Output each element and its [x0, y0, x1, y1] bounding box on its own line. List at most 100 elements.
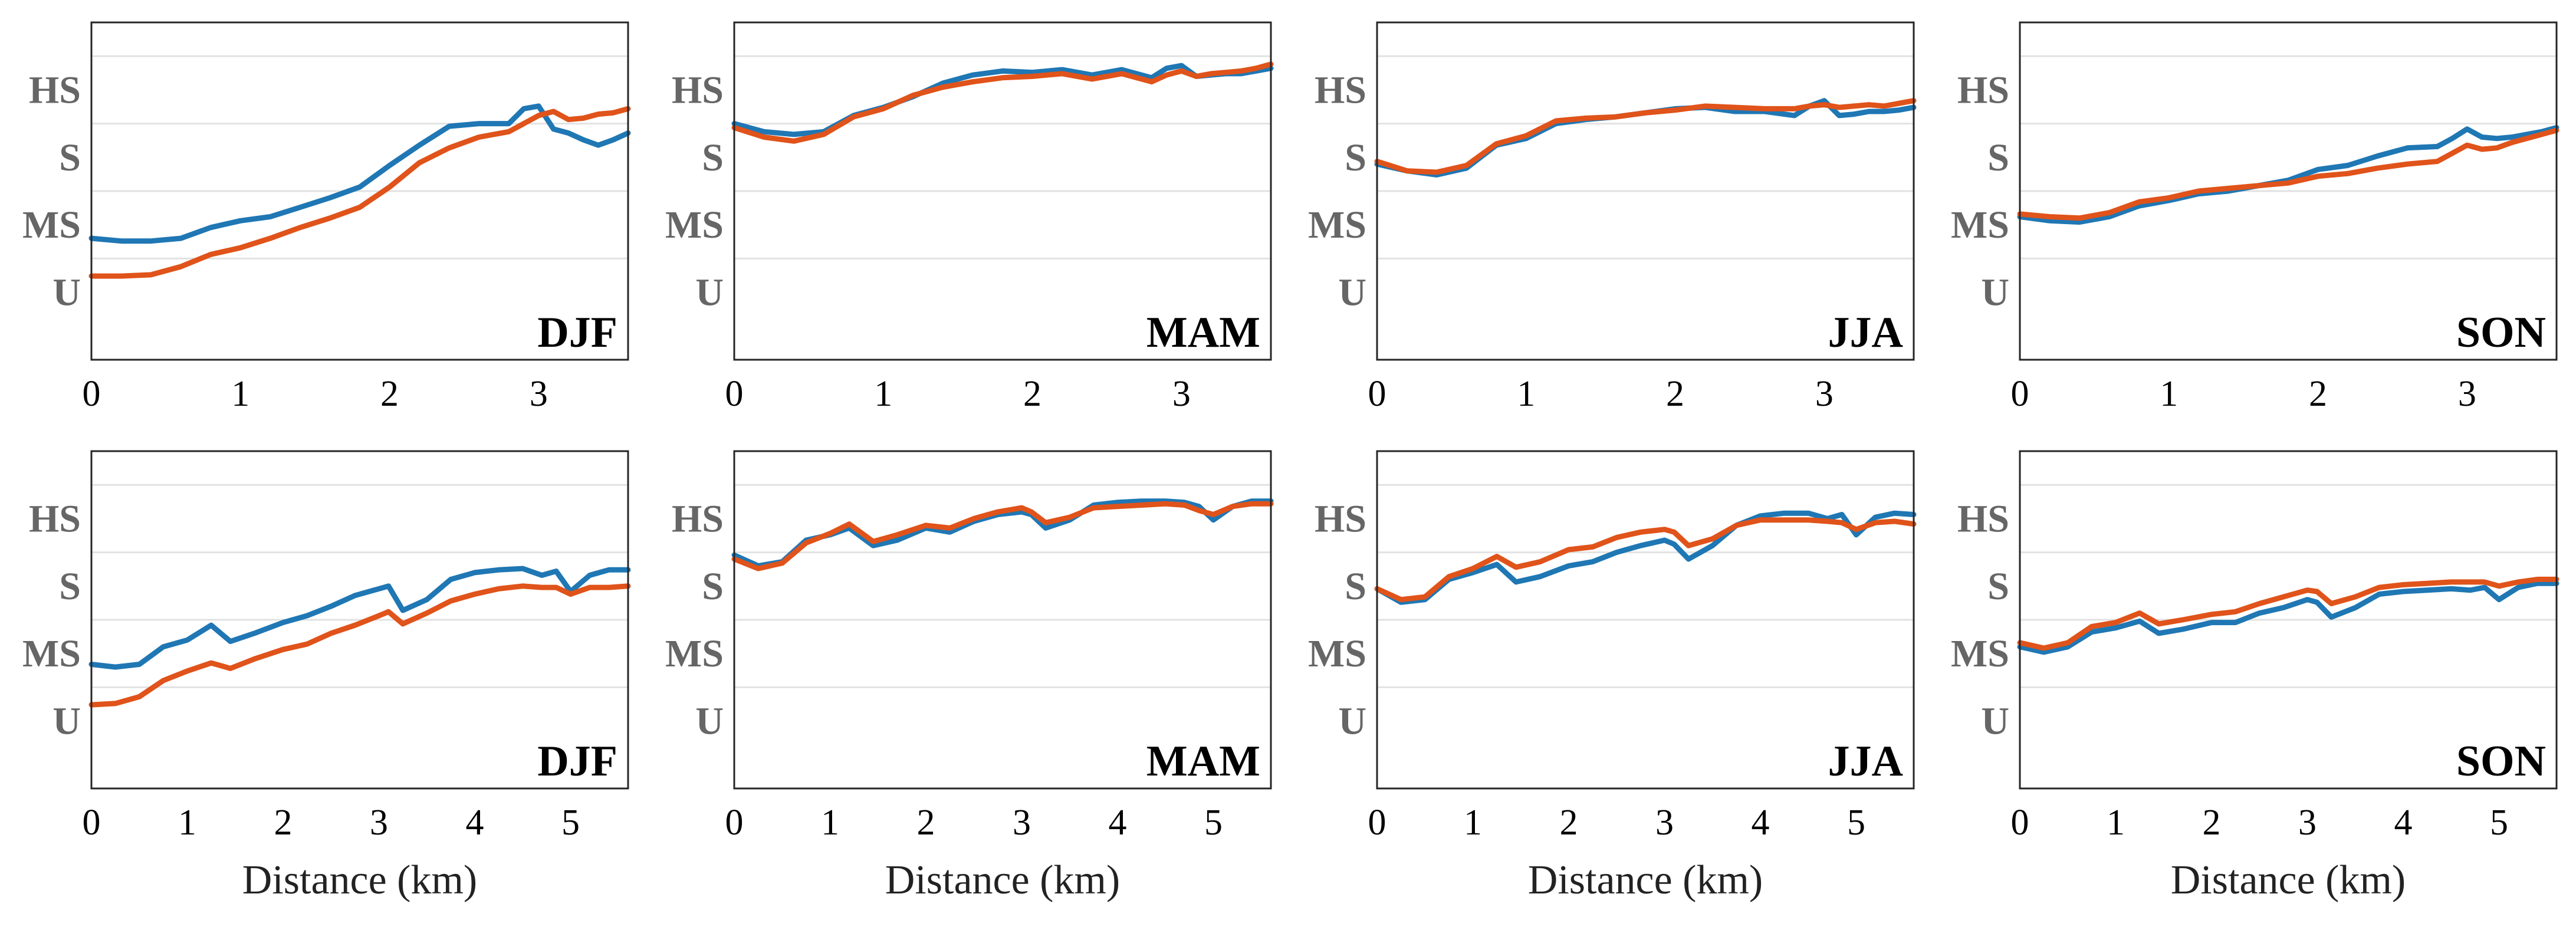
y-tick-label: S — [59, 136, 81, 179]
y-tick-label: MS — [22, 632, 81, 675]
x-tick-label: 5 — [2490, 803, 2508, 843]
x-tick-label: 1 — [2160, 374, 2178, 414]
series-line-1 — [88, 566, 631, 670]
x-tick-label: 3 — [530, 374, 548, 414]
x-tick-label: 2 — [380, 374, 399, 414]
x-tick-label: 3 — [370, 803, 388, 843]
x-tick-label: 2 — [917, 803, 935, 843]
x-tick-label: 3 — [2458, 374, 2476, 414]
y-tick-label: S — [1345, 565, 1366, 608]
series-line-2 — [731, 501, 1274, 571]
axes-frame — [733, 450, 1272, 790]
y-tick-label: U — [52, 700, 81, 743]
y-tick-label: U — [1981, 700, 2009, 743]
x-tick-label: 0 — [83, 374, 101, 414]
series-line-2 — [88, 106, 631, 279]
x-tick-label: 1 — [821, 803, 839, 843]
axes-frame — [2019, 450, 2558, 790]
x-tick-label: 3 — [2298, 803, 2317, 843]
x-tick-label: 1 — [231, 374, 249, 414]
x-tick-label: 0 — [83, 803, 101, 843]
x-tick-label: 2 — [2203, 803, 2221, 843]
panel-8-son: U MS S HS 0 1 2 3 4 5 SON Distance (km) — [1951, 450, 2559, 903]
panel-4-son: U MS S HS 0 1 2 3 SON — [1951, 21, 2559, 414]
x-tick-label: 4 — [1752, 803, 1770, 843]
y-tick-label: MS — [665, 632, 724, 675]
y-tick-label: HS — [1957, 497, 2009, 540]
y-tick-label: S — [702, 565, 724, 608]
x-tick-label: 0 — [1368, 374, 1386, 414]
x-tick-label: 0 — [2011, 374, 2029, 414]
season-label: DJF — [537, 308, 617, 357]
y-tick-label: S — [1987, 565, 2009, 608]
series-line-1 — [2017, 580, 2559, 655]
panel-6-mam: U MS S HS 0 1 2 3 4 5 MAM Distance (km) — [665, 450, 1274, 903]
x-axis-label: Distance (km) — [1528, 857, 1763, 903]
axes-frame — [1376, 21, 1915, 361]
axes-frame — [1376, 450, 1915, 790]
x-tick-label: 3 — [1013, 803, 1031, 843]
x-tick-label: 3 — [1815, 374, 1834, 414]
x-tick-label: 1 — [1464, 803, 1482, 843]
y-tick-label: S — [1987, 136, 2009, 179]
series-line-2 — [731, 61, 1274, 144]
x-tick-label: 2 — [274, 803, 293, 843]
panel-1-djf: U MS S HS 0 1 2 3 DJF — [22, 21, 631, 414]
y-tick-label: MS — [22, 203, 81, 247]
x-tick-label: 1 — [2107, 803, 2125, 843]
x-tick-label: 2 — [2309, 374, 2327, 414]
x-axis-label: Distance (km) — [885, 857, 1120, 903]
y-tick-label: U — [695, 271, 724, 314]
season-label: DJF — [537, 737, 617, 786]
x-tick-label: 0 — [725, 374, 744, 414]
x-tick-label: 1 — [1517, 374, 1535, 414]
x-tick-label: 4 — [1109, 803, 1127, 843]
season-label: JJA — [1828, 308, 1903, 357]
season-label: SON — [2456, 308, 2546, 357]
series-line-1 — [1374, 510, 1917, 605]
series-line-2 — [2017, 576, 2559, 651]
x-tick-label: 5 — [561, 803, 580, 843]
y-tick-label: MS — [665, 203, 724, 247]
x-tick-label: 1 — [178, 803, 196, 843]
x-tick-label: 3 — [1172, 374, 1191, 414]
series-line-1 — [88, 103, 631, 244]
y-tick-label: U — [695, 700, 724, 743]
x-tick-label: 5 — [1847, 803, 1865, 843]
y-tick-label: HS — [1957, 68, 2009, 111]
x-tick-label: 0 — [1368, 803, 1386, 843]
y-tick-label: HS — [672, 497, 724, 540]
x-tick-label: 0 — [725, 803, 744, 843]
panel-7-jja: U MS S HS 0 1 2 3 4 5 JJA Distance (km) — [1308, 450, 1917, 903]
x-tick-label: 1 — [874, 374, 892, 414]
x-tick-label: 2 — [1023, 374, 1041, 414]
y-tick-label: MS — [1308, 203, 1366, 247]
x-tick-label: 2 — [1666, 374, 1684, 414]
y-tick-label: S — [702, 136, 724, 179]
series-line-2 — [1374, 517, 1917, 603]
panel-5-djf: U MS S HS 0 1 2 3 4 5 DJF Distance (km) — [22, 450, 631, 903]
x-tick-label: 5 — [1204, 803, 1223, 843]
x-axis-label: Distance (km) — [2171, 857, 2406, 903]
y-tick-label: MS — [1951, 203, 2009, 247]
axes-frame — [90, 21, 629, 361]
y-tick-label: HS — [29, 68, 81, 111]
x-tick-label: 4 — [2394, 803, 2413, 843]
series-line-1 — [2017, 125, 2559, 225]
series-line-2 — [2017, 127, 2559, 221]
y-tick-label: U — [52, 271, 81, 314]
x-tick-label: 0 — [2011, 803, 2029, 843]
axes-frame — [90, 450, 629, 790]
series-line-2 — [88, 583, 631, 708]
y-tick-label: HS — [1315, 68, 1366, 111]
y-tick-label: MS — [1308, 632, 1366, 675]
y-tick-label: HS — [1315, 497, 1366, 540]
y-tick-label: U — [1981, 271, 2009, 314]
y-tick-label: U — [1338, 271, 1366, 314]
panel-3-jja: U MS S HS 0 1 2 3 JJA — [1308, 21, 1917, 414]
y-tick-label: HS — [29, 497, 81, 540]
x-axis-label: Distance (km) — [242, 857, 477, 903]
season-label: SON — [2456, 737, 2546, 786]
x-tick-label: 2 — [1560, 803, 1578, 843]
